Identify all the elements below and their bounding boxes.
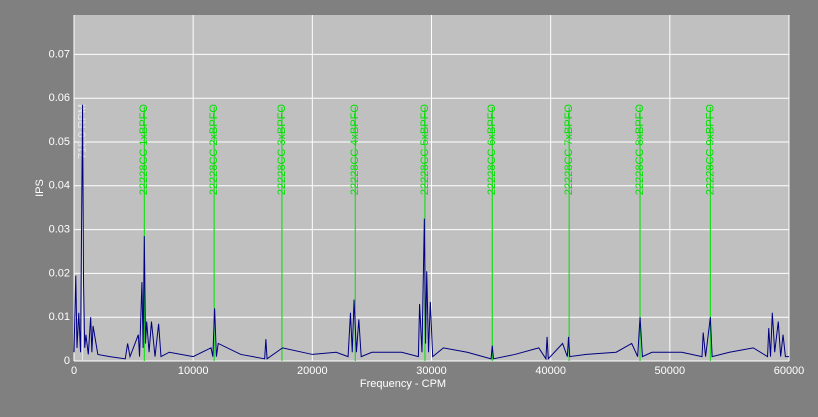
y-axis-title: IPS [34, 179, 46, 197]
marker-label: 22228CC 3xBPFO [276, 104, 288, 196]
y-tick-label: 0.01 [49, 311, 70, 323]
marker-label: 22228CC 2xBPFO [208, 104, 220, 196]
marker-label: 22228CC 4xBPFO [349, 104, 361, 196]
marker-label: 22228CC 8xBPFO [634, 104, 646, 196]
x-tick-label: 30000 [416, 365, 447, 377]
y-tick-label: 0 [64, 355, 70, 367]
x-tick-label: 10000 [178, 365, 209, 377]
y-tick-label: 0.04 [49, 180, 70, 192]
x-tick-label: 40000 [535, 365, 566, 377]
x-tick-label: 50000 [655, 365, 686, 377]
x-tick-label: 20000 [297, 365, 328, 377]
y-tick-label: 0.02 [49, 267, 70, 279]
spectrum-line [73, 104, 789, 361]
y-tick-label: 0.05 [49, 136, 70, 148]
marker-label: 22228CC 5xBPFO [419, 104, 431, 196]
y-tick-label: 0.07 [49, 48, 70, 60]
marker-label: 22228CC 7xBPFO [563, 104, 575, 196]
y-tick-label: 0.06 [49, 92, 70, 104]
x-tick-label: 60000 [774, 365, 805, 377]
y-tick-label: 0.03 [49, 224, 70, 236]
marker-label: 22228CC 1xBPFO [138, 104, 150, 196]
marker-label: 22228CC 9xBPFO [704, 104, 716, 196]
x-axis-title: Frequency - CPM [360, 378, 446, 390]
x-tick-label: 0 [71, 365, 77, 377]
marker-label: 22228CC 6xBPFO [486, 104, 498, 196]
